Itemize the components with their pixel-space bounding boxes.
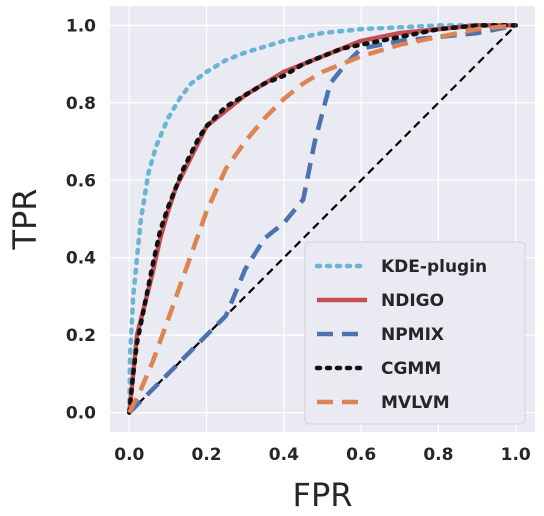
y-tick-labels: 0.0 0.2 0.4 0.6 0.8 1.0: [66, 16, 96, 423]
x-tick-label: 0.4: [269, 445, 299, 465]
y-tick-label: 0.0: [66, 404, 96, 424]
series-line-npmix: [127, 23, 517, 415]
y-tick-label: 0.2: [66, 326, 96, 346]
diagonal-reference-line: [128, 24, 517, 414]
x-tick-labels: 0.0 0.2 0.4 0.6 0.8 1.0: [114, 445, 531, 465]
y-tick-label: 0.4: [66, 249, 96, 269]
legend-box: [304, 241, 526, 425]
x-axis-label: FPR: [293, 476, 353, 514]
x-tick-label: 0.2: [192, 445, 222, 465]
series-lines: [127, 23, 518, 415]
legend: KDE-plugin NDIGO NPMIX CGMM MVLVM: [304, 241, 526, 425]
legend-label: NPMIX: [381, 325, 444, 345]
legend-label: CGMM: [381, 359, 441, 379]
y-axis-label: TPR: [6, 188, 44, 250]
x-tick-label: 1.0: [501, 445, 531, 465]
y-tick-label: 1.0: [66, 16, 96, 36]
y-tick-label: 0.8: [66, 94, 96, 114]
legend-label: MVLVM: [381, 393, 450, 413]
series-line-cgmm: [127, 23, 518, 415]
series-line-mvlvm: [127, 23, 516, 414]
series-line-kde-plugin: [127, 23, 518, 415]
legend-label: KDE-plugin: [381, 257, 487, 277]
legend-label: NDIGO: [381, 291, 444, 311]
x-tick-label: 0.6: [346, 445, 376, 465]
x-tick-label: 0.0: [114, 445, 144, 465]
x-tick-label: 0.8: [423, 445, 453, 465]
y-tick-label: 0.6: [66, 171, 96, 191]
